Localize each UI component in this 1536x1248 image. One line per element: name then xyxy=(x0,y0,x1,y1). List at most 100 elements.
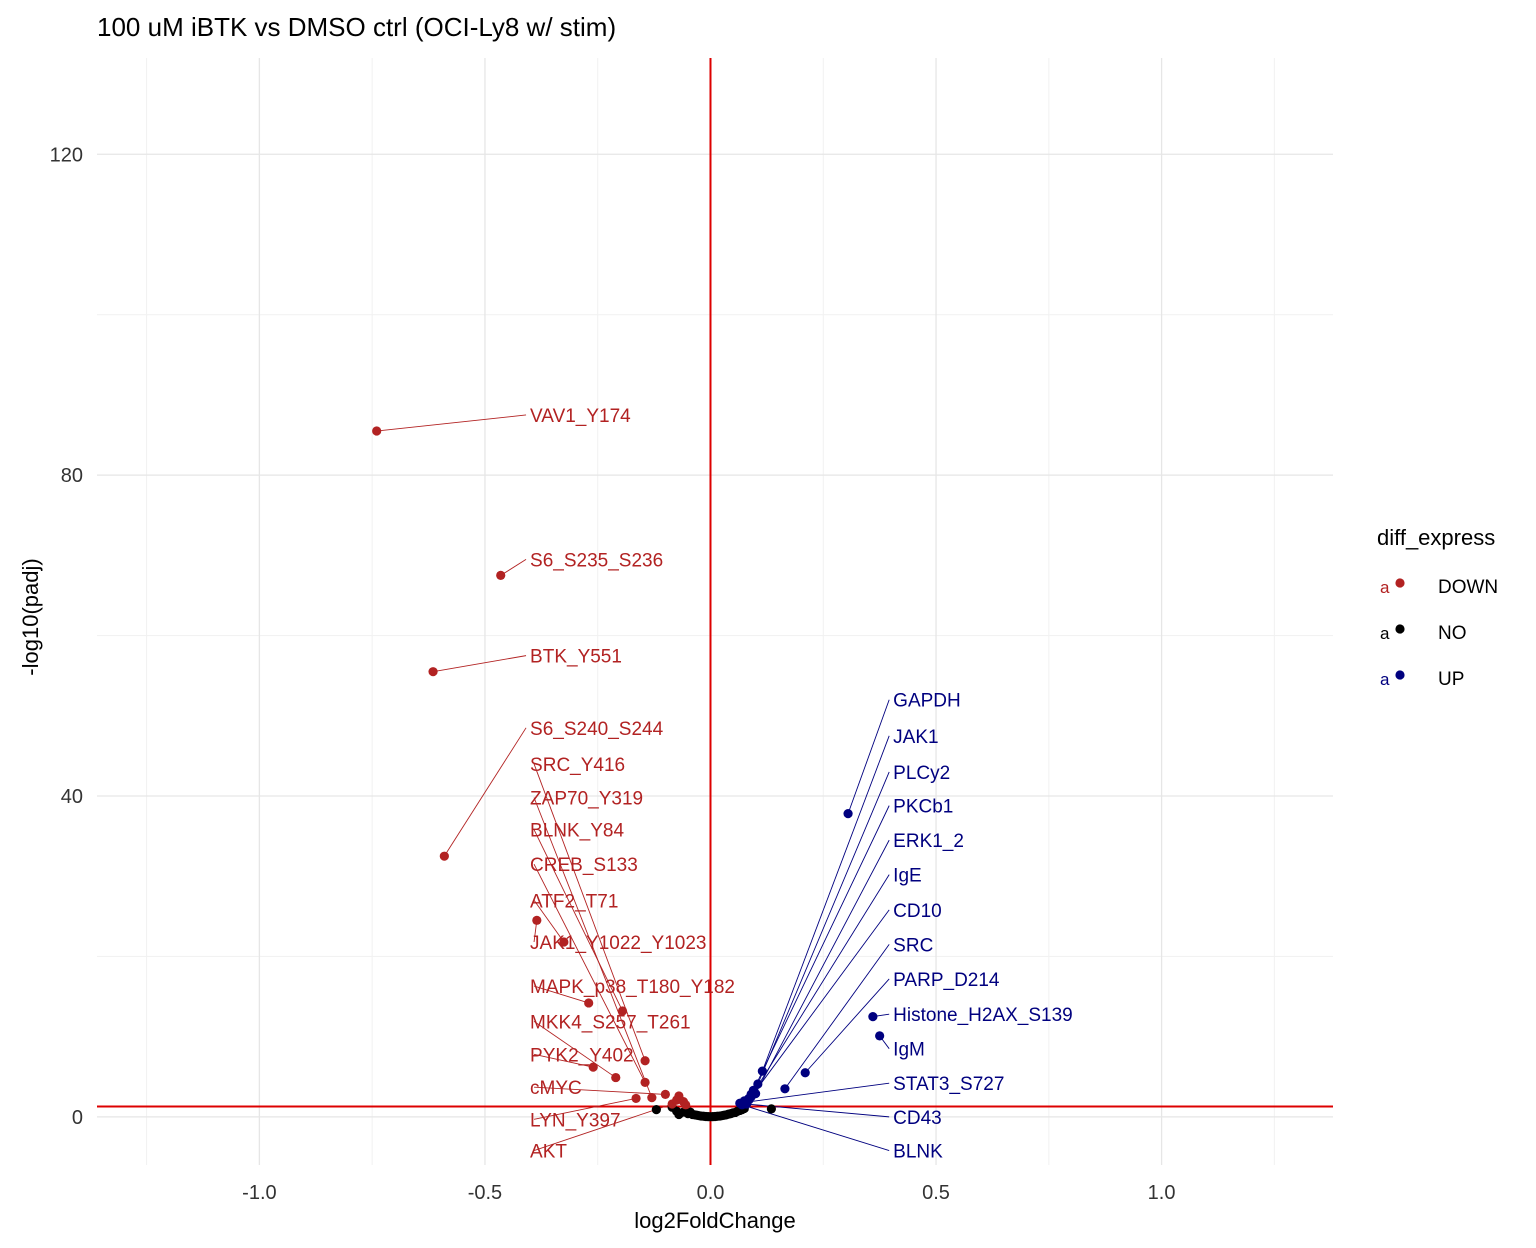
data-point xyxy=(532,915,542,925)
data-point xyxy=(588,1062,598,1072)
label-connector xyxy=(533,985,589,1004)
point-label: PARP_D214 xyxy=(893,970,1000,991)
data-point xyxy=(640,1077,650,1087)
label-connector xyxy=(804,978,890,1074)
point-label: SRC_Y416 xyxy=(530,755,625,776)
minor-gridlines xyxy=(97,58,1333,1165)
data-point xyxy=(868,1011,878,1022)
legend-key-point xyxy=(1395,578,1405,588)
data-point xyxy=(584,998,594,1008)
legend: diff_express a DOWN a NO a UP xyxy=(1377,525,1498,690)
label-connector xyxy=(533,1103,673,1151)
data-point xyxy=(559,937,569,947)
data-point xyxy=(766,1104,776,1114)
point-label: MAPK_p38_T180_Y182 xyxy=(530,977,735,998)
chart-title: 100 uM iBTK vs DMSO ctrl (OCI-Ly8 w/ sti… xyxy=(97,12,616,42)
point-label: IgE xyxy=(893,866,922,887)
data-point xyxy=(611,1072,621,1083)
point-label: SRC xyxy=(893,935,933,956)
point-label: LYN_Y397 xyxy=(530,1110,621,1131)
threshold-lines xyxy=(97,58,1333,1165)
x-tick-label: -1.0 xyxy=(242,1182,276,1204)
label-connector xyxy=(533,863,646,1083)
label-connector xyxy=(847,699,890,814)
data-point xyxy=(681,1100,691,1110)
legend-key-point xyxy=(1395,670,1405,680)
point-label: CREB_S133 xyxy=(530,855,638,876)
y-tick-label: 0 xyxy=(72,1107,83,1129)
label-connector xyxy=(533,1021,617,1078)
label-connector xyxy=(752,805,890,1091)
label-connector xyxy=(443,727,527,857)
label-connector xyxy=(432,655,527,673)
point-label: ATF2_T71 xyxy=(530,891,618,912)
data-point xyxy=(647,1093,657,1103)
data-point xyxy=(757,1066,767,1076)
data-point xyxy=(875,1031,885,1041)
label-connector xyxy=(748,909,890,1101)
label-connector xyxy=(500,558,527,576)
point-label: AKT xyxy=(530,1142,567,1163)
point-labels: VAV1_Y174 S6_S235_S236 BTK_Y551 S6_S240_S24… xyxy=(530,406,1073,1163)
label-connector xyxy=(533,1053,594,1068)
label-connector xyxy=(755,839,890,1094)
x-axis-ticks: -1.0 -0.5 0.0 0.5 1.0 xyxy=(242,1182,1175,1204)
label-connector xyxy=(741,1104,890,1151)
label-connector xyxy=(744,1082,890,1103)
label-connector xyxy=(533,1097,637,1120)
data-point xyxy=(753,1079,763,1089)
data-point xyxy=(640,1056,650,1066)
point-label: ERK1_2 xyxy=(893,831,964,852)
legend-key-glyph: a xyxy=(1380,578,1390,597)
data-point xyxy=(631,1093,641,1104)
y-axis-label: -log10(padj) xyxy=(18,558,43,675)
label-connector xyxy=(757,771,890,1085)
x-axis-label: log2FoldChange xyxy=(634,1208,795,1233)
label-connector xyxy=(533,900,565,943)
x-tick-label: 0.5 xyxy=(922,1182,950,1204)
data-point xyxy=(739,1096,749,1106)
point-label: STAT3_S727 xyxy=(893,1074,1004,1095)
label-connector xyxy=(533,829,623,1012)
data-point xyxy=(843,809,853,819)
point-label: BTK_Y551 xyxy=(530,647,622,668)
label-connectors xyxy=(376,414,890,1151)
x-tick-label: -0.5 xyxy=(468,1182,502,1204)
point-label: IgM xyxy=(893,1040,925,1061)
point-label: JAK1 xyxy=(893,727,938,748)
point-label: GAPDH xyxy=(893,691,961,712)
data-points xyxy=(372,426,885,1122)
point-label: S6_S240_S244 xyxy=(530,719,664,740)
point-label: S6_S235_S236 xyxy=(530,550,663,571)
data-point xyxy=(651,1105,661,1115)
point-label: ZAP70_Y319 xyxy=(530,789,643,810)
label-connector xyxy=(376,414,527,432)
legend-key-glyph: a xyxy=(1380,624,1390,643)
legend-entry-label: UP xyxy=(1438,669,1464,690)
x-tick-label: 0.0 xyxy=(697,1182,725,1204)
data-point xyxy=(660,1089,670,1100)
point-label: JAK1_Y1022_Y1023 xyxy=(530,933,706,954)
data-point xyxy=(780,1084,790,1094)
point-label: PKCb1 xyxy=(893,797,953,818)
point-label: CD43 xyxy=(893,1108,942,1129)
label-connector xyxy=(750,874,890,1098)
point-label: cMYC xyxy=(530,1078,582,1099)
legend-key-glyph: a xyxy=(1380,670,1390,689)
legend-title: diff_express xyxy=(1377,525,1495,550)
x-tick-label: 1.0 xyxy=(1148,1182,1176,1204)
y-tick-label: 40 xyxy=(61,786,83,808)
point-label: BLNK_Y84 xyxy=(530,821,624,842)
label-connector xyxy=(533,797,653,1098)
point-label: VAV1_Y174 xyxy=(530,406,631,427)
data-point xyxy=(496,570,506,581)
label-connector xyxy=(534,1086,666,1095)
label-connector xyxy=(761,735,890,1072)
point-label: Histone_H2AX_S139 xyxy=(893,1005,1073,1026)
point-label: MKK4_S257_T261 xyxy=(530,1012,691,1033)
data-point xyxy=(617,1006,628,1016)
data-point xyxy=(428,667,438,677)
point-label: PLCy2 xyxy=(893,763,950,784)
